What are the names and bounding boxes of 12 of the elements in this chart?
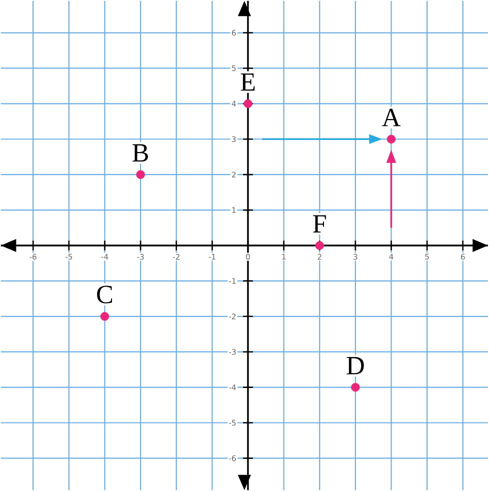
annotation: F (313, 215, 326, 232)
annotation: D (346, 357, 364, 374)
annotation: B (132, 144, 148, 162)
point (386, 134, 396, 144)
annotation: C (97, 286, 112, 304)
point (100, 312, 110, 321)
point (315, 241, 324, 250)
annotation: E (240, 73, 255, 91)
annotation: A (382, 108, 401, 126)
point (244, 99, 252, 108)
point (351, 382, 360, 392)
point (136, 170, 146, 179)
